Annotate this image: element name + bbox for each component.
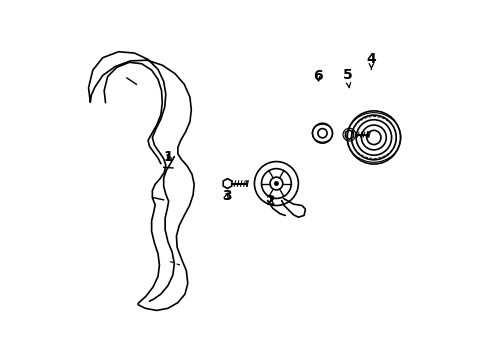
Circle shape bbox=[274, 181, 278, 186]
Text: 1: 1 bbox=[163, 150, 173, 164]
Text: 6: 6 bbox=[312, 69, 322, 83]
Text: 3: 3 bbox=[222, 189, 231, 203]
Text: 2: 2 bbox=[265, 194, 275, 208]
Text: 4: 4 bbox=[366, 53, 375, 69]
Text: 5: 5 bbox=[342, 68, 351, 88]
